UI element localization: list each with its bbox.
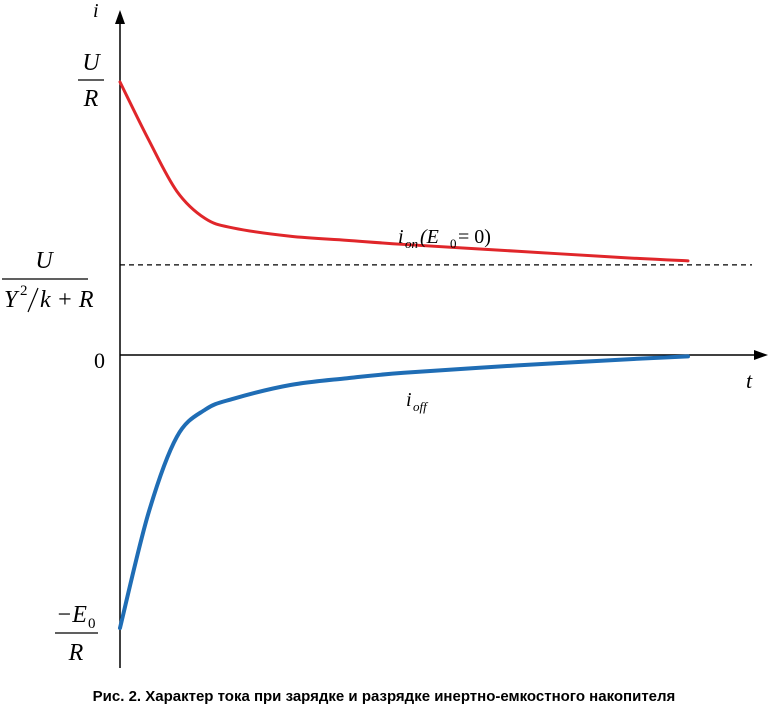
svg-text:Y: Y [4, 287, 20, 313]
svg-text:2: 2 [20, 283, 28, 299]
svg-text:0: 0 [450, 236, 457, 251]
y-axis-label: i [93, 0, 99, 22]
tick-label-neg-e0-over-r: −E 0 R [55, 602, 98, 666]
svg-text:= 0): = 0) [458, 226, 491, 248]
svg-text:i: i [406, 389, 412, 411]
tick-label-asymptote: U Y 2 k + R [2, 248, 94, 313]
svg-text:0: 0 [88, 616, 96, 632]
svg-text:on: on [405, 236, 418, 251]
series-label-i-off: i off [406, 389, 429, 414]
x-axis-label: t [746, 368, 753, 393]
svg-text:−E: −E [56, 602, 87, 628]
svg-text:U: U [35, 248, 54, 274]
y-axis-arrow [115, 10, 125, 24]
series-label-i-on: i on (E 0 = 0) [398, 226, 491, 251]
tick-label-zero: 0 [94, 348, 105, 373]
figure-caption: Рис. 2. Характер тока при зарядке и разр… [92, 688, 676, 705]
svg-text:R: R [83, 86, 99, 112]
svg-text:(E: (E [420, 226, 439, 248]
series-line-i-off [118, 354, 690, 630]
series-line-i-on [118, 80, 690, 263]
svg-text:k + R: k + R [40, 287, 94, 313]
current-chart: i t U R U Y 2 k + R 0 −E 0 R i on (E 0 =… [2, 0, 768, 668]
tick-label-u-over-r: U R [78, 50, 104, 112]
svg-text:i: i [398, 226, 404, 248]
svg-text:off: off [413, 399, 429, 414]
svg-text:U: U [82, 50, 101, 76]
x-axis-arrow [754, 350, 768, 360]
svg-text:R: R [68, 640, 84, 666]
